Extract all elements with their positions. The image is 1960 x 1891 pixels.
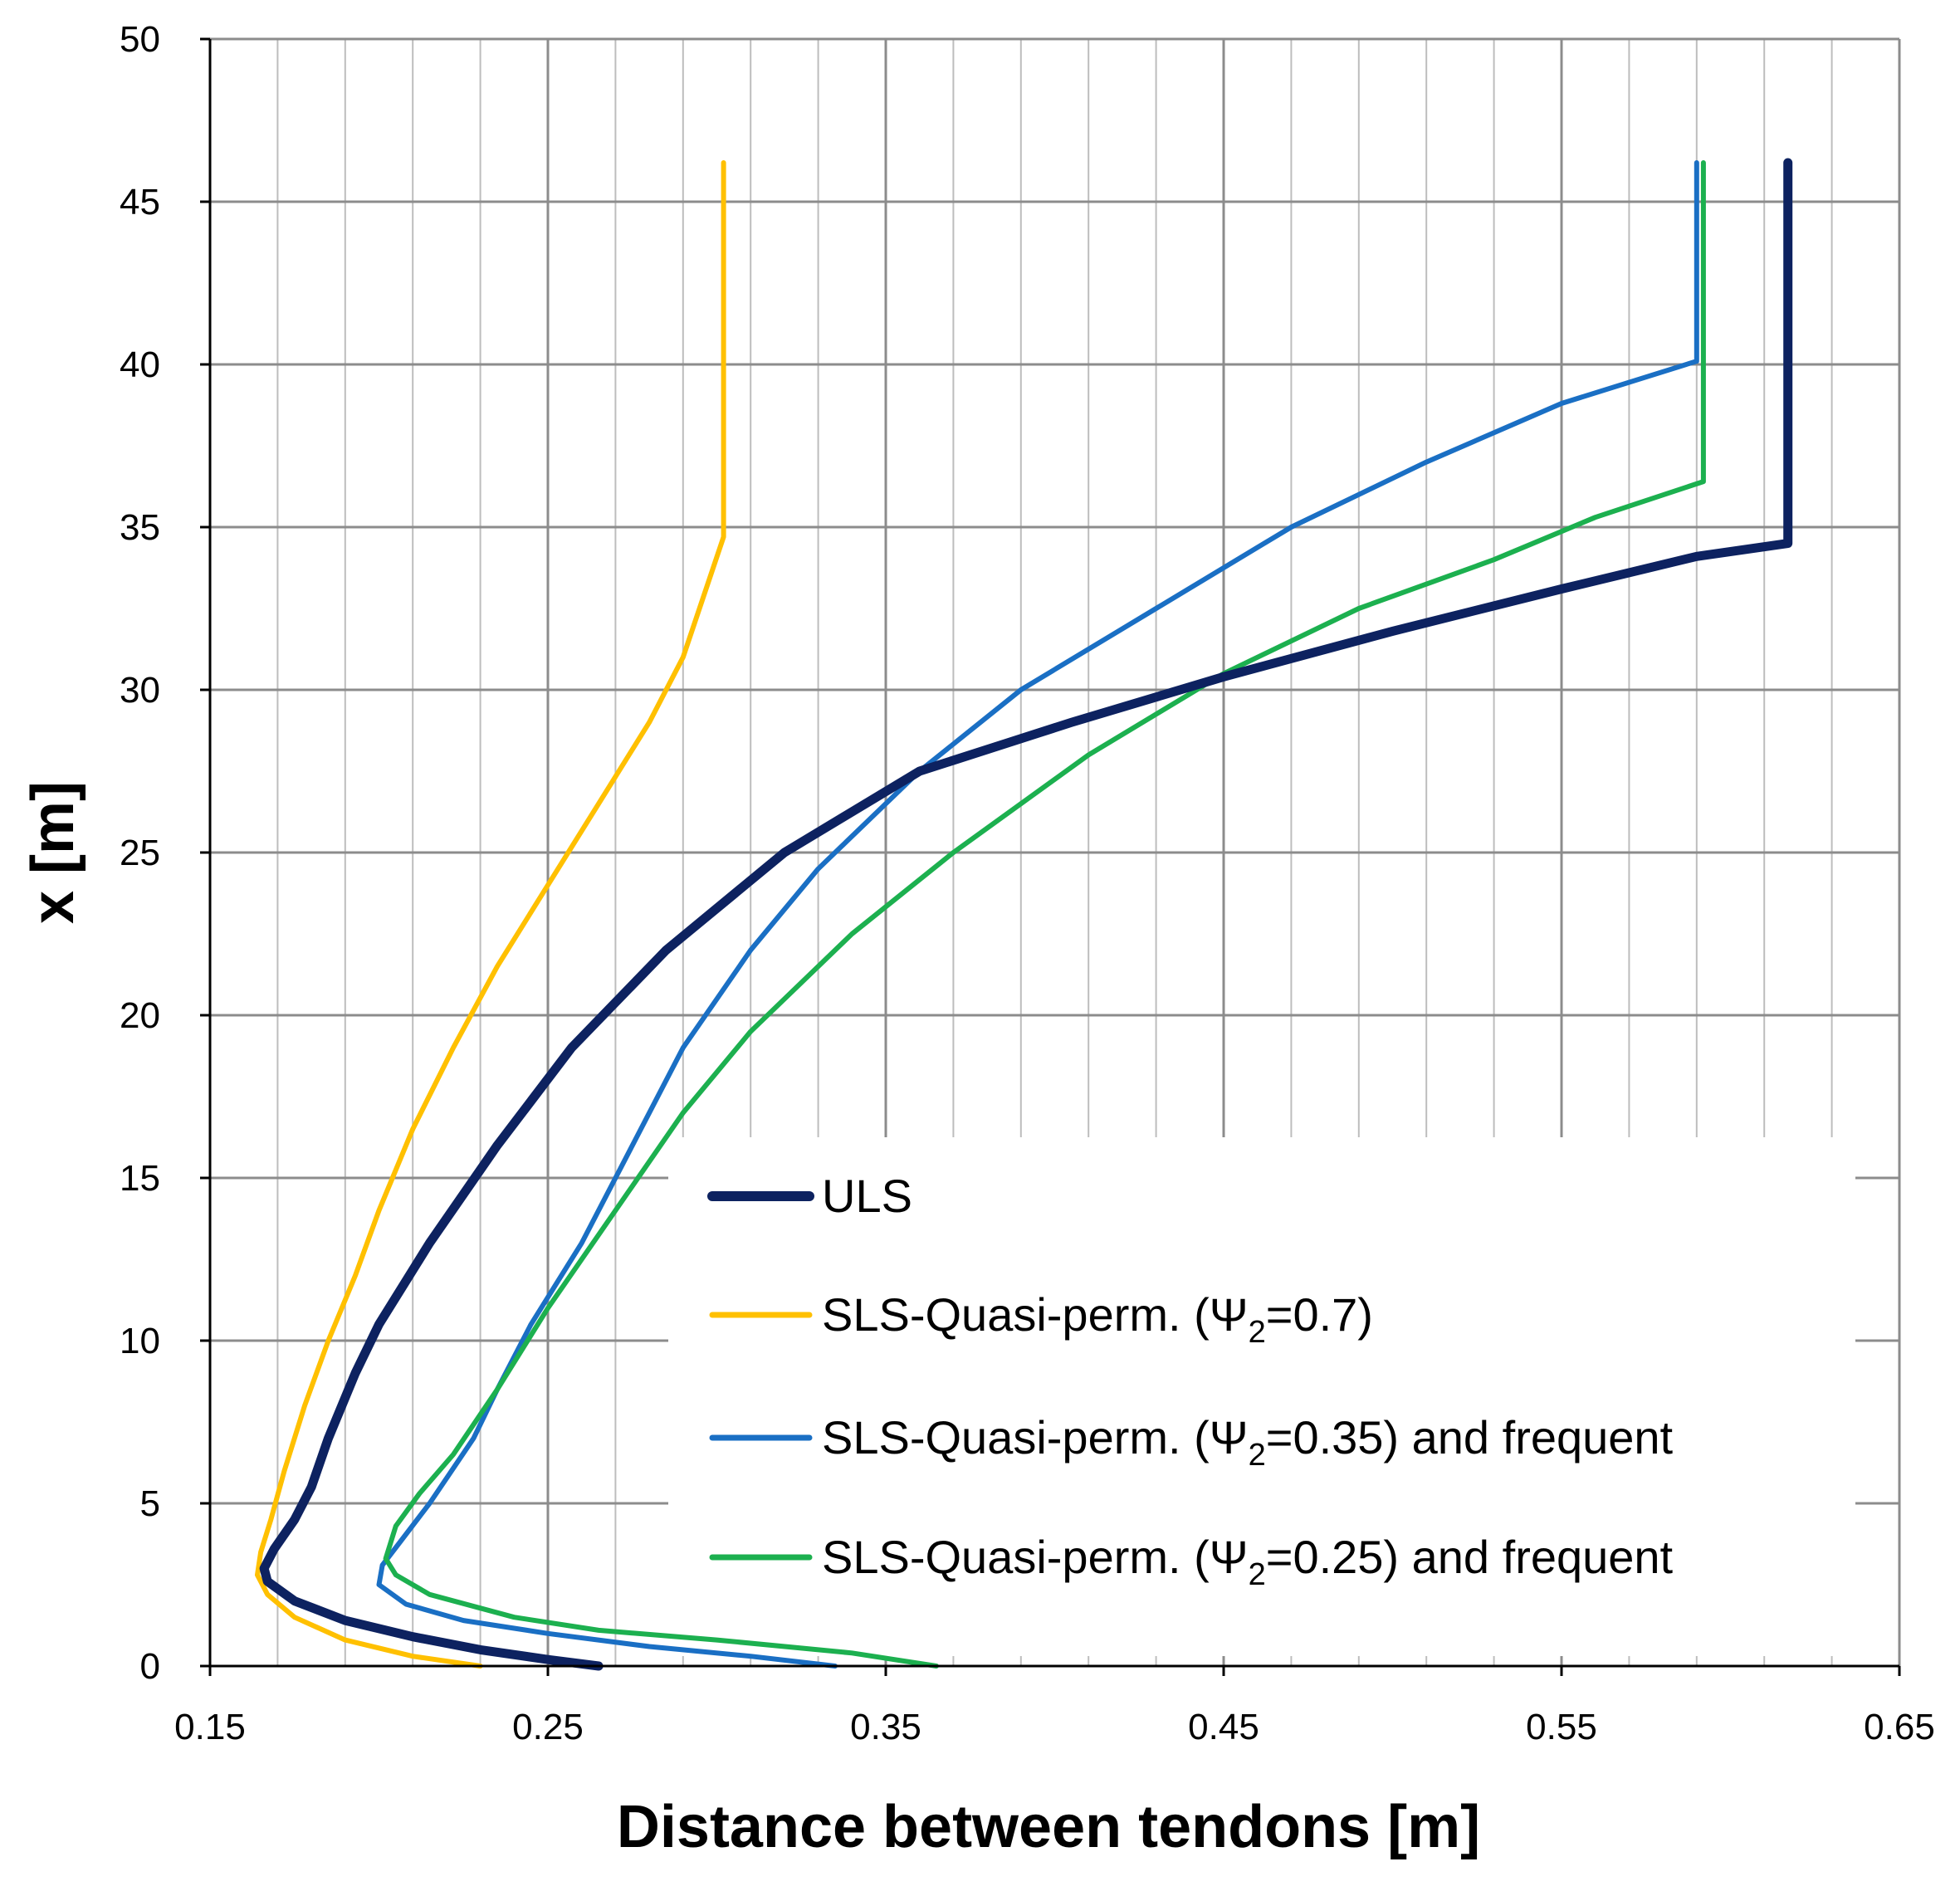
series-line-3 — [383, 160, 1706, 1669]
legend-label-uls: ULS — [822, 1170, 912, 1222]
x-tick-label: 0.25 — [512, 1707, 584, 1747]
legend-label-sls-0-25: SLS-Quasi-perm. (Ψ2=0.25) and frequent — [822, 1531, 1674, 1592]
y-tick-label: 35 — [120, 507, 160, 548]
series-line-0 — [259, 158, 1793, 1671]
y-tick-label: 30 — [120, 670, 160, 711]
series-line-1 — [255, 160, 726, 1669]
legend-label-sls-0-7: SLS-Quasi-perm. (Ψ2=0.7) — [822, 1288, 1373, 1350]
y-tick-label: 0 — [140, 1646, 160, 1687]
series-line-2 — [376, 160, 1699, 1669]
x-axis-title: Distance between tendons [m] — [617, 1794, 1480, 1860]
legend: ULS SLS-Quasi-perm. (Ψ2=0.7) SLS-Quasi-p… — [707, 1170, 1674, 1592]
legend-item-sls-0-35: SLS-Quasi-perm. (Ψ2=0.35) and frequent — [709, 1411, 1674, 1473]
y-tick-label: 5 — [140, 1483, 160, 1524]
legend-label-sls-0-35: SLS-Quasi-perm. (Ψ2=0.35) and frequent — [822, 1411, 1674, 1473]
y-tick-label: 45 — [120, 182, 160, 222]
y-tick-label: 15 — [120, 1158, 160, 1199]
series-layer — [255, 158, 1793, 1671]
x-tick-label: 0.15 — [174, 1707, 246, 1747]
legend-item-sls-0-25: SLS-Quasi-perm. (Ψ2=0.25) and frequent — [709, 1531, 1674, 1592]
y-tick-label: 20 — [120, 995, 160, 1036]
x-tick-label: 0.45 — [1188, 1707, 1259, 1747]
x-tick-label: 0.35 — [850, 1707, 921, 1747]
y-tick-label: 10 — [120, 1321, 160, 1361]
x-tick-label: 0.55 — [1526, 1707, 1597, 1747]
tick-labels: 0 5 10 15 20 25 30 35 40 45 50 0.15 0.25 0.35 0.45 0.55… — [120, 19, 1935, 1747]
y-tick-label: 50 — [120, 19, 160, 60]
y-axis-title: x [m] — [20, 781, 86, 924]
legend-item-sls-0-7: SLS-Quasi-perm. (Ψ2=0.7) — [709, 1288, 1373, 1350]
legend-box — [668, 1137, 1855, 1656]
x-tick-label: 0.65 — [1864, 1707, 1935, 1747]
y-tick-label: 40 — [120, 344, 160, 385]
legend-item-uls: ULS — [707, 1170, 912, 1222]
y-tick-label: 25 — [120, 833, 160, 873]
